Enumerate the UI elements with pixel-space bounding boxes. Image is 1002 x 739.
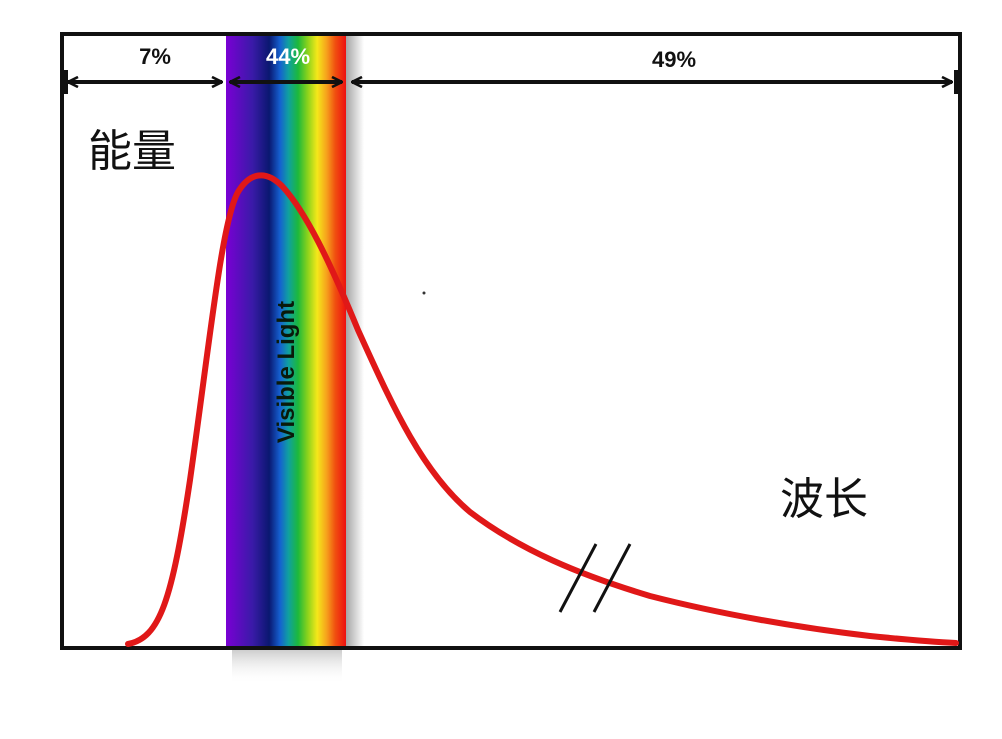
percent-label-visible: 44% bbox=[266, 44, 310, 69]
percent-label-right: 49% bbox=[652, 47, 696, 72]
percent-label-left: 7% bbox=[139, 44, 171, 69]
axis-break-double-slash-icon bbox=[558, 543, 632, 613]
speck bbox=[422, 291, 426, 295]
energy-distribution-curve bbox=[125, 172, 959, 647]
diagram-frame bbox=[60, 32, 962, 650]
spectrum-band-shadow bbox=[346, 36, 364, 648]
energy-label: 能量 bbox=[88, 126, 176, 177]
visible-spectrum-band bbox=[226, 36, 346, 648]
wavelength-label: 波长 bbox=[780, 474, 868, 525]
spectrum-band-reflection bbox=[232, 650, 342, 684]
visible-light-label: Visible Light bbox=[273, 301, 300, 443]
